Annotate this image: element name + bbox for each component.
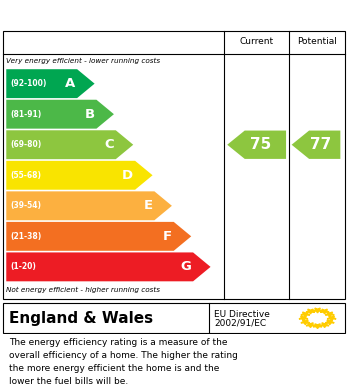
Text: EU Directive: EU Directive (214, 310, 270, 319)
Text: England & Wales: England & Wales (9, 310, 153, 326)
Polygon shape (227, 131, 286, 159)
Polygon shape (313, 324, 322, 328)
Polygon shape (299, 316, 308, 321)
Text: F: F (163, 230, 172, 243)
Text: (69-80): (69-80) (10, 140, 42, 149)
Polygon shape (6, 130, 133, 159)
Polygon shape (320, 309, 329, 314)
Polygon shape (6, 222, 191, 251)
Text: Not energy efficient - higher running costs: Not energy efficient - higher running co… (6, 287, 160, 293)
Polygon shape (306, 309, 315, 314)
Text: Very energy efficient - lower running costs: Very energy efficient - lower running co… (6, 58, 160, 65)
Text: The energy efficiency rating is a measure of the
overall efficiency of a home. T: The energy efficiency rating is a measur… (9, 338, 238, 386)
Text: E: E (144, 199, 153, 212)
Polygon shape (6, 161, 152, 190)
Text: Potential: Potential (297, 37, 337, 46)
Text: (39-54): (39-54) (10, 201, 41, 210)
Text: 77: 77 (310, 137, 331, 152)
Polygon shape (301, 320, 310, 325)
Polygon shape (292, 131, 340, 159)
Polygon shape (327, 316, 336, 321)
Text: Energy Efficiency Rating: Energy Efficiency Rating (9, 7, 210, 22)
Text: (21-38): (21-38) (10, 232, 42, 241)
Text: G: G (181, 260, 191, 273)
Text: B: B (85, 108, 95, 121)
Polygon shape (320, 323, 329, 328)
Text: 2002/91/EC: 2002/91/EC (214, 318, 266, 327)
Text: Current: Current (239, 37, 274, 46)
Polygon shape (313, 308, 322, 313)
Polygon shape (306, 323, 315, 328)
Text: (92-100): (92-100) (10, 79, 47, 88)
Polygon shape (6, 253, 211, 282)
Polygon shape (6, 100, 114, 129)
Polygon shape (325, 312, 334, 317)
Polygon shape (6, 191, 172, 220)
Text: C: C (104, 138, 114, 151)
Text: (55-68): (55-68) (10, 171, 41, 180)
Text: 75: 75 (251, 137, 272, 152)
Text: (1-20): (1-20) (10, 262, 36, 271)
Text: D: D (122, 169, 133, 182)
Polygon shape (301, 312, 310, 317)
Polygon shape (325, 320, 334, 325)
Polygon shape (6, 69, 95, 98)
Text: A: A (65, 77, 76, 90)
Text: (81-91): (81-91) (10, 110, 42, 119)
